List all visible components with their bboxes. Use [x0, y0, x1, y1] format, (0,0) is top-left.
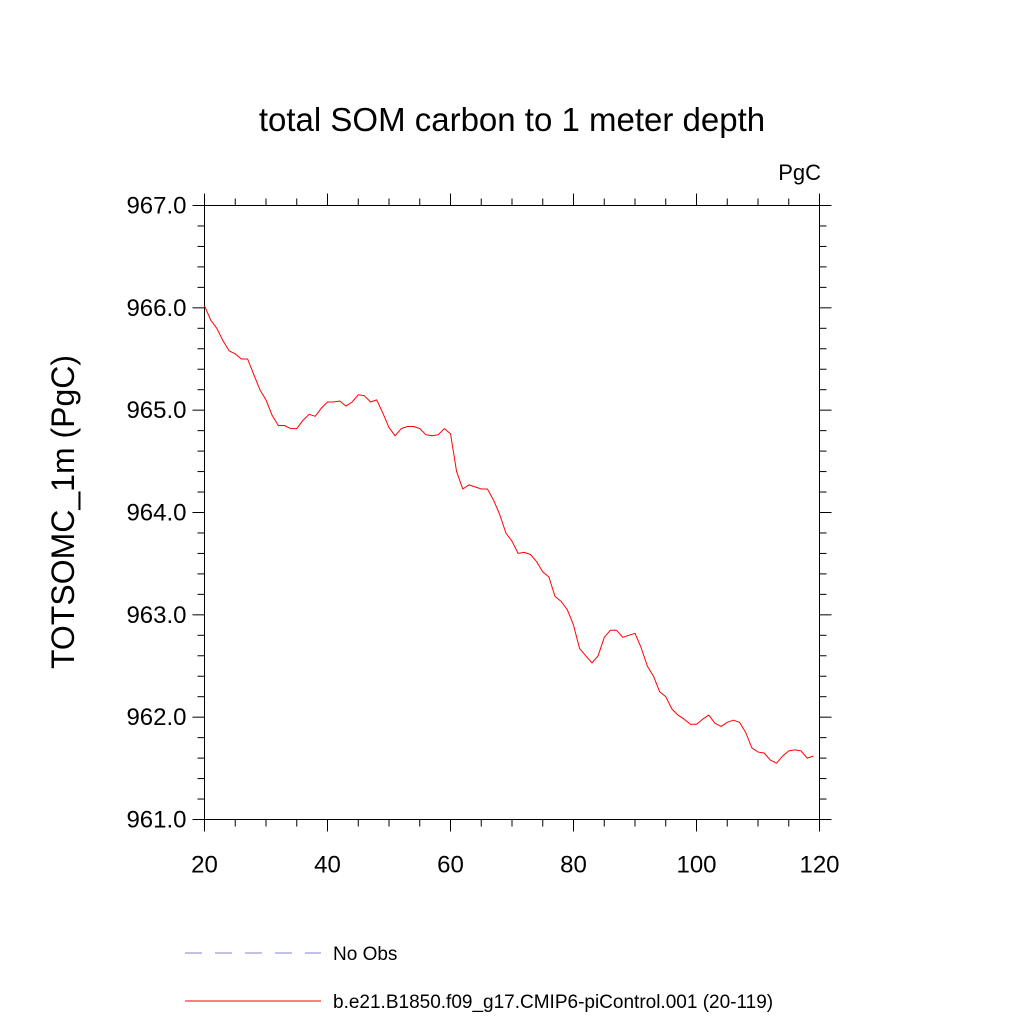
chart-title: total SOM carbon to 1 meter depth — [259, 101, 765, 138]
y-tick-label: 964.0 — [126, 500, 186, 527]
legend-obs-label: No Obs — [333, 944, 397, 965]
legend-model-label: b.e21.B1850.f09_g17.CMIP6-piControl.001 … — [333, 992, 773, 1013]
plot-frame — [204, 205, 820, 820]
series-layer — [204, 305, 814, 764]
x-tick-label: 100 — [676, 852, 716, 879]
x-tick-label: 60 — [437, 852, 464, 879]
y-ticks: 961.0 962.0 963.0 964.0 965.0 966.0 967.0 — [126, 193, 832, 834]
y-tick-label: 962.0 — [126, 704, 186, 731]
y-tick-label: 967.0 — [126, 193, 186, 220]
series-line-0 — [204, 305, 814, 764]
units-label: PgC — [778, 160, 821, 185]
y-tick-label: 966.0 — [126, 295, 186, 322]
y-tick-label: 961.0 — [126, 807, 186, 834]
y-tick-label: 963.0 — [126, 602, 186, 629]
y-tick-label: 965.0 — [126, 397, 186, 424]
x-tick-label: 40 — [314, 852, 341, 879]
x-ticks: 20 40 60 80 100 120 — [191, 193, 840, 879]
x-tick-label: 20 — [191, 852, 218, 879]
x-tick-label: 120 — [799, 852, 839, 879]
y-axis-label: TOTSOMC_1m (PgC) — [45, 355, 81, 669]
legend: No Obs b.e21.B1850.f09_g17.CMIP6-piContr… — [185, 944, 773, 1013]
x-tick-label: 80 — [560, 852, 587, 879]
